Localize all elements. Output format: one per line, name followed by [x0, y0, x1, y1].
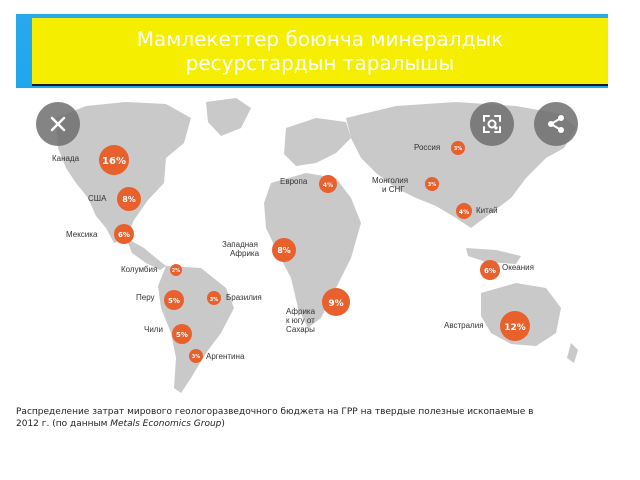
marker-peru	[164, 290, 184, 310]
value-australia: 12%	[504, 323, 526, 333]
value-oceania: 6%	[484, 267, 496, 275]
indonesia-shape	[466, 248, 521, 264]
value-mongolia: 3%	[428, 182, 437, 188]
map-caption: Распределение затрат мирового геологораз…	[16, 406, 608, 430]
close-icon	[50, 116, 66, 132]
marker-europe	[319, 175, 337, 193]
region-labels: Канада США Мексика Колумбия Перу Бразили…	[52, 143, 534, 361]
marker-mexico	[114, 224, 134, 244]
value-brazil: 3%	[210, 297, 219, 303]
value-canada: 16%	[102, 156, 126, 167]
new-zealand-shape	[567, 343, 578, 363]
value-colombia: 2%	[172, 268, 181, 274]
label-usa: США	[88, 194, 107, 203]
africa-shape	[264, 173, 361, 328]
slide-title-box: Мамлекеттер боюнча минералдык ресурстард…	[32, 18, 608, 86]
value-peru: 5%	[168, 297, 180, 305]
visual-search-icon	[483, 115, 501, 133]
label-mexico: Мексика	[66, 230, 98, 239]
central-america-shape	[126, 238, 166, 270]
label-mongolia-1: Монголия	[372, 176, 408, 185]
label-africa-south-3: Сахары	[286, 325, 315, 334]
label-colombia: Колумбия	[121, 265, 157, 274]
marker-australia	[500, 311, 530, 341]
marker-oceania	[480, 260, 500, 280]
label-oceania: Океания	[502, 263, 534, 272]
caption-line-1: Распределение затрат мирового геологораз…	[16, 407, 534, 417]
value-west-africa: 8%	[277, 246, 291, 255]
label-peru: Перу	[136, 293, 155, 302]
marker-argentina	[189, 349, 203, 363]
label-russia: Россия	[414, 143, 440, 152]
label-africa-south-2: к югу от	[286, 316, 315, 325]
value-markers: 16% 8% 6% 2% 5% 3% 5% 3% 8% 4% 3% 3%	[99, 141, 530, 363]
slide-title: Мамлекеттер боюнча минералдык ресурстард…	[136, 27, 504, 75]
label-argentina: Аргентина	[206, 352, 245, 361]
share-button[interactable]	[534, 102, 578, 146]
label-africa-south-1: Африка	[286, 307, 316, 316]
marker-canada	[99, 145, 129, 175]
caption-prefix: 2012 г. (по данным	[16, 419, 111, 429]
world-map-svg: Канада США Мексика Колумбия Перу Бразили…	[52, 98, 578, 393]
marker-usa	[117, 187, 141, 211]
marker-brazil	[207, 291, 221, 305]
visual-search-button[interactable]	[470, 102, 514, 146]
value-europe: 4%	[323, 182, 333, 189]
value-chile: 5%	[176, 331, 188, 339]
caption-source: Metals Economics Group	[110, 419, 222, 429]
marker-russia	[451, 141, 465, 155]
marker-colombia	[170, 264, 182, 276]
marker-china	[456, 203, 472, 219]
label-europe: Европа	[280, 177, 308, 186]
north-america-shape	[56, 102, 191, 243]
marker-chile	[172, 324, 192, 344]
caption-suffix: )	[221, 419, 225, 429]
europe-shape	[284, 118, 351, 166]
share-icon	[548, 115, 564, 133]
value-usa: 8%	[122, 195, 136, 204]
value-china: 4%	[459, 209, 469, 216]
label-mongolia-2: и СНГ	[382, 185, 405, 194]
label-west-africa-1: Западная	[222, 240, 258, 249]
marker-africa-south	[322, 288, 350, 316]
world-map: Канада США Мексика Колумбия Перу Бразили…	[16, 88, 608, 400]
label-china: Китай	[476, 206, 498, 215]
label-canada: Канада	[52, 154, 80, 163]
value-mexico: 6%	[118, 231, 130, 239]
value-russia: 3%	[454, 146, 463, 152]
greenland-shape	[206, 98, 251, 136]
label-west-africa-2: Африка	[230, 249, 260, 258]
label-australia: Австралия	[444, 321, 484, 330]
close-button[interactable]	[36, 102, 80, 146]
label-brazil: Бразилия	[226, 293, 262, 302]
value-africa-south: 9%	[328, 299, 343, 309]
marker-west-africa	[272, 238, 296, 262]
marker-mongolia	[425, 177, 439, 191]
caption-line-2: 2012 г. (по данным Metals Economics Grou…	[16, 418, 608, 430]
south-america-shape	[158, 266, 234, 393]
value-argentina: 3%	[192, 354, 201, 360]
asia-shape	[346, 102, 576, 228]
label-chile: Чили	[144, 325, 163, 334]
